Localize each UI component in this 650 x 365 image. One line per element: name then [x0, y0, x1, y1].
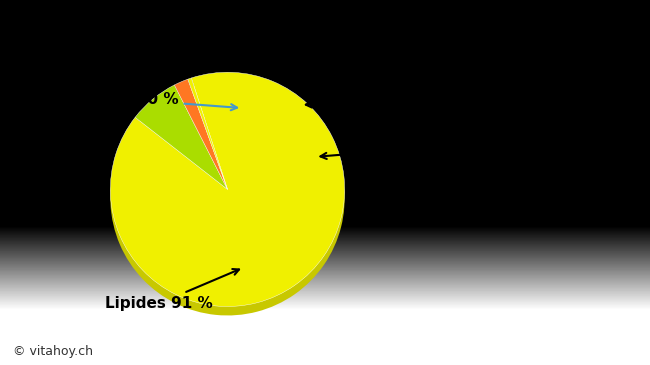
Wedge shape — [111, 72, 344, 307]
Text: Protéines 2 %: Protéines 2 % — [320, 133, 574, 159]
Wedge shape — [135, 94, 228, 198]
Text: © vitahoy.ch: © vitahoy.ch — [13, 345, 93, 358]
Text: Fibres 0 %: Fibres 0 % — [89, 92, 237, 110]
Wedge shape — [174, 79, 228, 189]
Wedge shape — [111, 81, 344, 315]
Text: Glucides 7 %: Glucides 7 % — [306, 92, 564, 108]
Wedge shape — [135, 85, 228, 189]
Text: Distribution de calories: Thomy Les Sauces Béarnaise
(Nestlé): Distribution de calories: Thomy Les Sauc… — [13, 11, 556, 50]
Text: Lipides 91 %: Lipides 91 % — [105, 269, 239, 311]
Wedge shape — [188, 78, 228, 189]
Wedge shape — [174, 88, 228, 198]
Wedge shape — [188, 87, 228, 198]
